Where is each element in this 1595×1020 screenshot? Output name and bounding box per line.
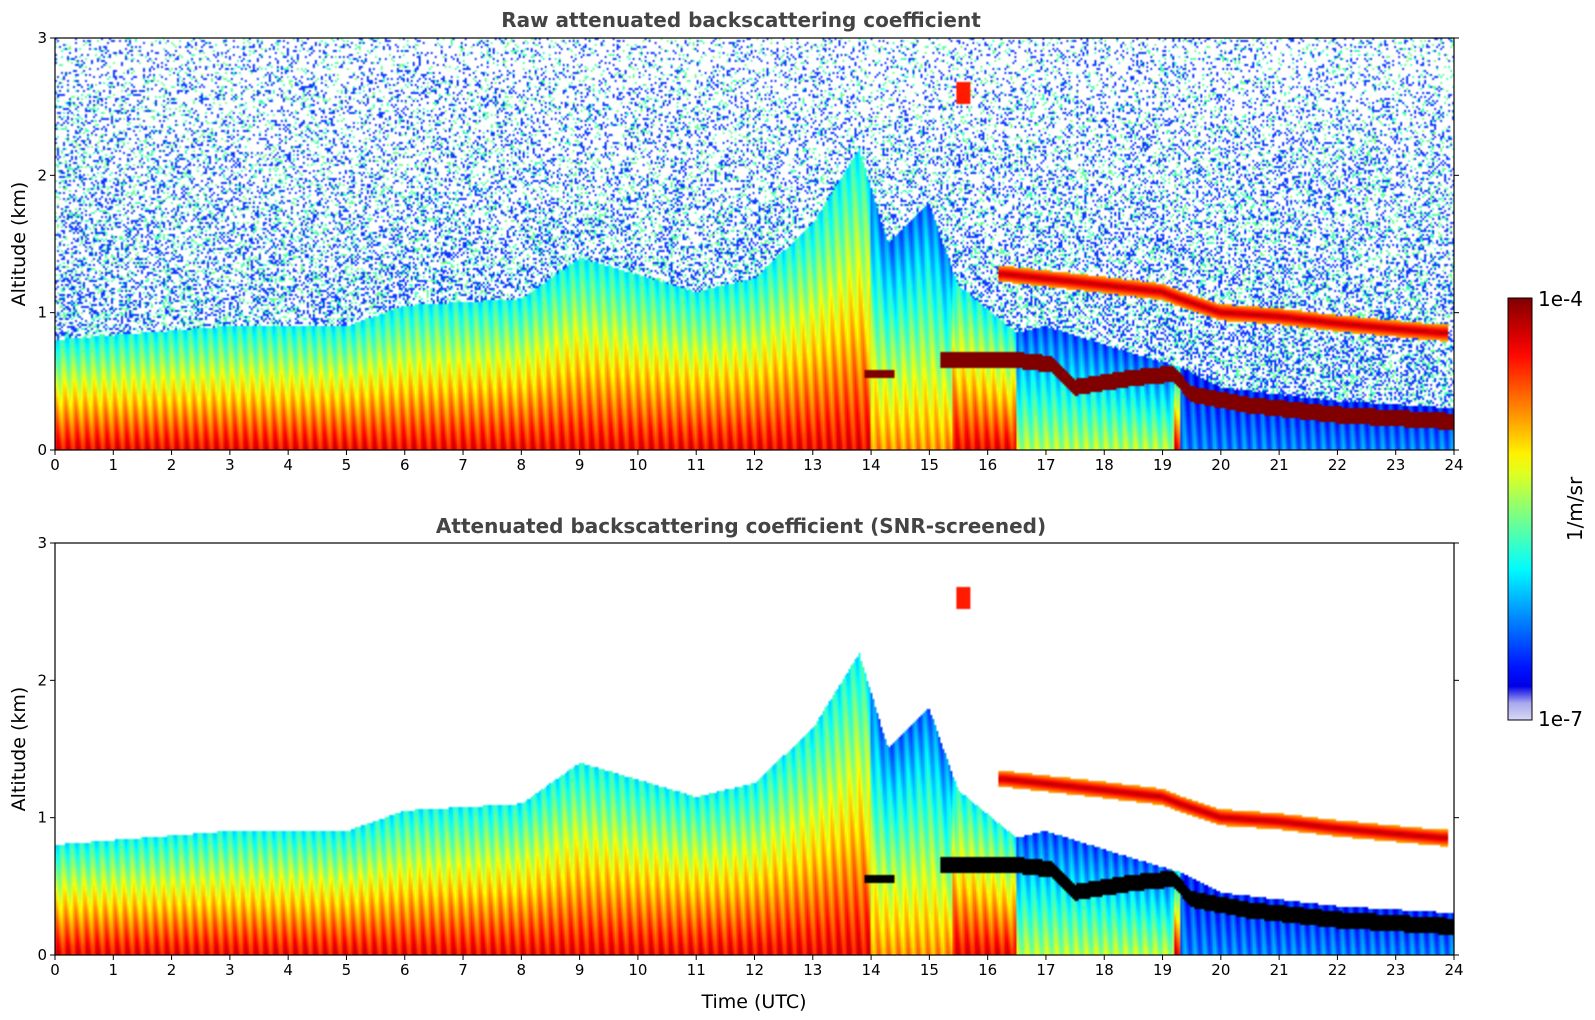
y-tick-label: 3	[37, 534, 47, 552]
x-tick-label: 17	[1036, 456, 1055, 474]
x-tick-label: 5	[342, 961, 352, 979]
x-tick-label: 4	[283, 456, 293, 474]
x-tick-label: 15	[920, 961, 939, 979]
colorbar-min-label: 1e-7	[1538, 707, 1583, 731]
x-tick-label: 8	[517, 961, 527, 979]
heatmap-raw	[55, 38, 1454, 450]
x-tick-label: 0	[50, 456, 60, 474]
x-tick-label: 4	[283, 961, 293, 979]
y-tick-label: 0	[37, 946, 47, 964]
x-tick-label: 19	[1153, 456, 1172, 474]
x-tick-label: 10	[628, 961, 647, 979]
colorbar: 1e-4 1e-7 1/m/sr	[1507, 287, 1587, 731]
x-tick-label: 6	[400, 456, 410, 474]
x-tick-label: 17	[1036, 961, 1055, 979]
x-tick-label: 2	[167, 961, 177, 979]
x-tick-label: 0	[50, 961, 60, 979]
panel-screened: Attenuated backscattering coefficient (S…	[8, 514, 1464, 1013]
x-tick-label: 1	[109, 961, 119, 979]
y-tick-label: 1	[37, 304, 47, 322]
x-tick-label: 16	[978, 961, 997, 979]
x-tick-label: 11	[687, 456, 706, 474]
chart-title-raw: Raw attenuated backscattering coefficien…	[501, 8, 981, 32]
x-tick-label: 12	[745, 456, 764, 474]
x-tick-label: 19	[1153, 961, 1172, 979]
x-tick-label: 21	[1270, 456, 1289, 474]
x-tick-label: 6	[400, 961, 410, 979]
colorbar-gradient	[1507, 297, 1533, 721]
x-tick-label: 7	[458, 961, 468, 979]
x-tick-label: 2	[167, 456, 177, 474]
x-axis-label: Time (UTC)	[700, 991, 806, 1013]
x-tick-label: 3	[225, 456, 235, 474]
x-tick-label: 12	[745, 961, 764, 979]
x-tick-label: 11	[687, 961, 706, 979]
y-axis-label-screened: Altitude (km)	[8, 687, 30, 812]
x-tick-label: 21	[1270, 961, 1289, 979]
y-tick-label: 1	[37, 809, 47, 827]
x-tick-label: 18	[1095, 961, 1114, 979]
x-tick-label: 5	[342, 456, 352, 474]
x-axis-raw: 0 1 2 3 4 5 6 7 8 9 10 11 12 13 14 15 16 17 18 19 20 21 22 23 24	[50, 450, 1464, 474]
x-tick-label: 3	[225, 961, 235, 979]
x-tick-label: 13	[803, 456, 822, 474]
x-tick-label: 23	[1386, 456, 1405, 474]
x-tick-label: 8	[517, 456, 527, 474]
x-tick-label: 23	[1386, 961, 1405, 979]
x-tick-label: 9	[575, 961, 585, 979]
x-tick-label: 14	[862, 961, 881, 979]
x-tick-label: 22	[1328, 961, 1347, 979]
heatmap-screened	[55, 543, 1454, 955]
panel-raw: Raw attenuated backscattering coefficien…	[8, 8, 1464, 474]
y-tick-label: 2	[37, 166, 47, 184]
x-tick-label: 14	[862, 456, 881, 474]
y-tick-label: 2	[37, 671, 47, 689]
x-tick-label: 1	[109, 456, 119, 474]
y-tick-label: 0	[37, 441, 47, 459]
x-tick-label: 18	[1095, 456, 1114, 474]
x-tick-label: 9	[575, 456, 585, 474]
x-tick-label: 20	[1211, 456, 1230, 474]
y-axis-label-raw: Altitude (km)	[8, 182, 30, 307]
x-tick-label: 20	[1211, 961, 1230, 979]
x-tick-label: 16	[978, 456, 997, 474]
x-tick-label: 13	[803, 961, 822, 979]
x-tick-label: 10	[628, 456, 647, 474]
colorbar-max-label: 1e-4	[1538, 287, 1583, 311]
y-axis-raw: 0 1 2 3	[37, 29, 1459, 459]
x-tick-label: 15	[920, 456, 939, 474]
y-tick-label: 3	[37, 29, 47, 47]
colorbar-unit-label: 1/m/sr	[1563, 476, 1587, 541]
chart-title-screened: Attenuated backscattering coefficient (S…	[436, 514, 1046, 538]
y-axis-screened: 0 1 2 3	[37, 534, 1459, 964]
x-tick-label: 24	[1444, 456, 1463, 474]
x-tick-label: 24	[1444, 961, 1463, 979]
x-tick-label: 22	[1328, 456, 1347, 474]
x-axis-screened: 0 1 2 3 4 5 6 7 8 9 10 11 12 13 14 15 16 17 18 19 20 21 22 23 24	[50, 955, 1464, 979]
x-tick-label: 7	[458, 456, 468, 474]
